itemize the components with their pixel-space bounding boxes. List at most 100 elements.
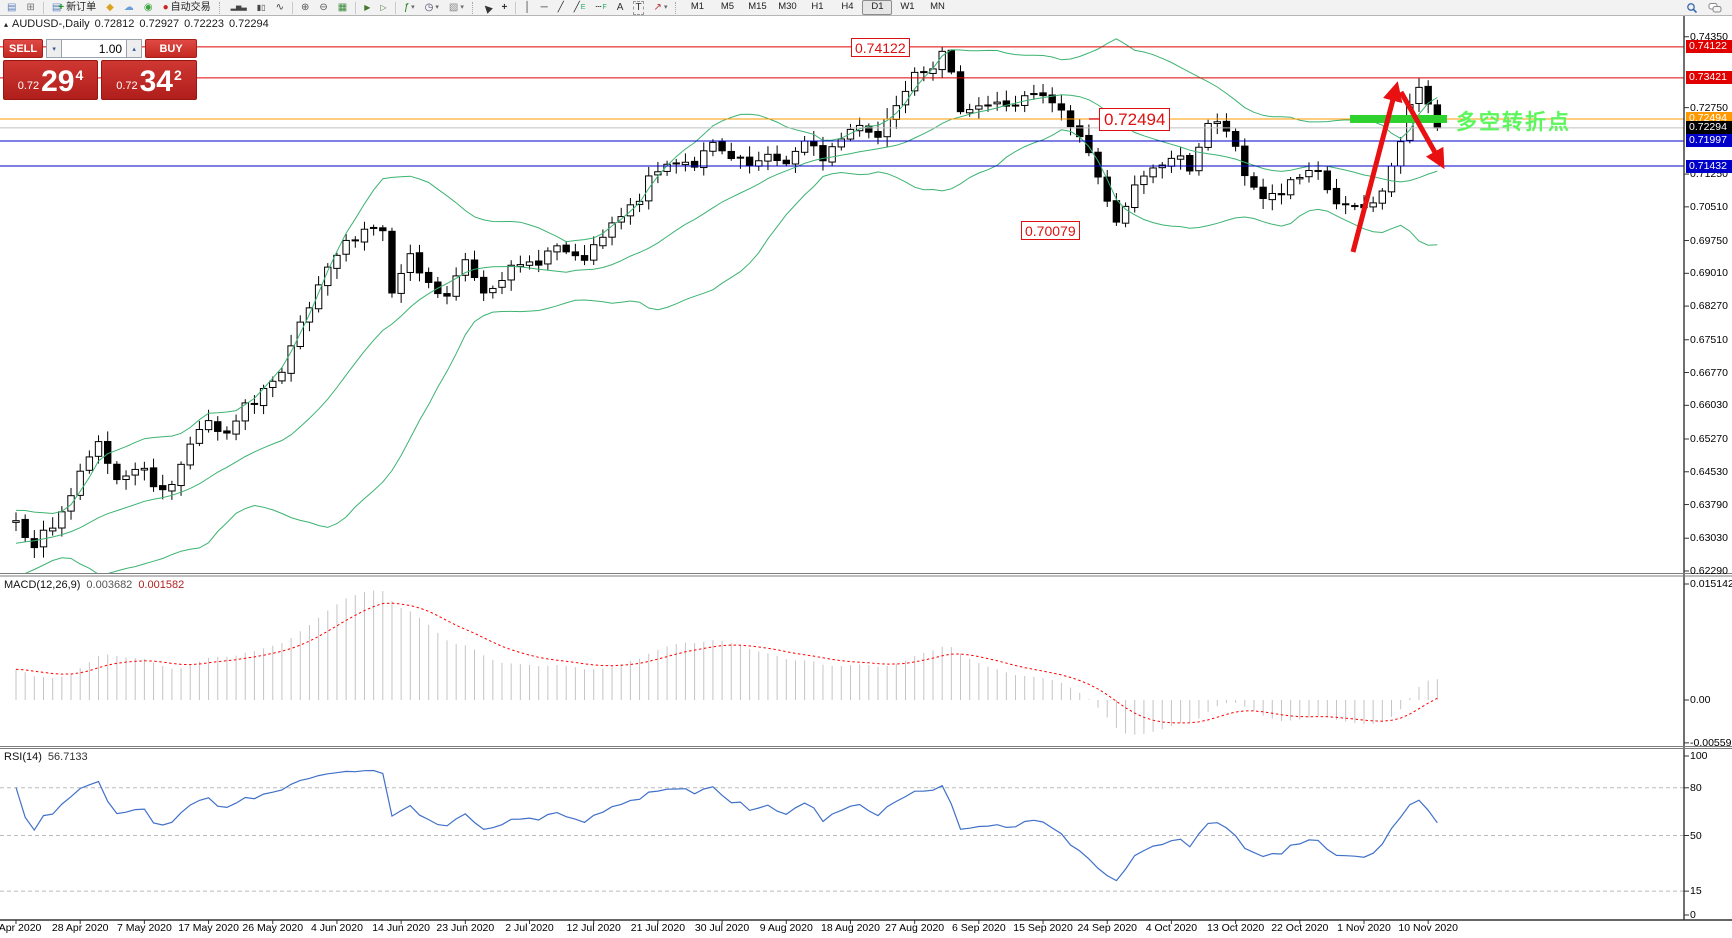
sell-price-pips: 29 (41, 65, 75, 98)
sell-price-display[interactable]: 0.72 29 4 (3, 60, 98, 100)
timeframe-button-M1[interactable]: M1 (690, 1, 705, 12)
ohlc-high: 0.72927 (139, 18, 180, 30)
indicators-button[interactable]: ƒ ▾ (400, 0, 419, 15)
trend-arrow[interactable] (1350, 81, 1403, 253)
price-pane (0, 38, 1684, 573)
separator (515, 1, 517, 14)
virtual-hosting-button[interactable]: ☁ (120, 0, 138, 15)
text-label-button[interactable]: T (629, 0, 647, 15)
timeframe-button-H1[interactable]: H1 (811, 1, 824, 12)
bar-chart-button[interactable]: ▂▅▃ (227, 0, 251, 15)
buy-button[interactable]: BUY (145, 39, 197, 58)
profiles-icon: ◆ (106, 1, 114, 13)
new-order-button[interactable]: ▤ + 新订单 (48, 0, 100, 15)
price-callout-pivot[interactable]: 0.72494 (1099, 108, 1171, 131)
rsi-pane (0, 769, 1684, 892)
crosshair-icon: + (501, 1, 508, 13)
auto-trading-stop-icon: ● (162, 1, 169, 13)
chart-title: ▴ AUDUSD-,Daily 0.72812 0.72927 0.72223 0.722… (4, 18, 274, 30)
text-tool-icon: A (616, 1, 624, 13)
volume-decrease-button[interactable]: ▾ (46, 39, 63, 58)
turning-point-bar[interactable] (1350, 114, 1447, 123)
data-window-button[interactable]: ⊞ (22, 0, 38, 15)
auto-scroll-button[interactable]: ▶ (360, 0, 374, 15)
rsi-indicator-label: RSI(14) 56.7133 (4, 751, 88, 763)
timeframe-button-MN[interactable]: MN (930, 1, 945, 12)
candlestick-chart-button[interactable]: ▮▯ (253, 0, 270, 15)
fibonacci-button[interactable]: ┄ F (591, 0, 610, 15)
toolbar-handle[interactable] (675, 1, 679, 14)
price-callout-low[interactable]: 0.70079 (1021, 221, 1080, 240)
macd-pane (15, 590, 1438, 735)
chevron-down-icon: ▾ (411, 4, 415, 11)
fibonacci-icon: ┄ (595, 1, 602, 13)
rsi-value: 56.7133 (47, 751, 88, 763)
zoom-in-button[interactable]: ⊕ (297, 0, 313, 15)
trend-arrow[interactable] (1398, 90, 1445, 170)
volume-increase-button[interactable]: ▴ (126, 39, 143, 58)
timeframe-button-M5[interactable]: M5 (720, 1, 735, 12)
chevron-down-icon: ▾ (663, 4, 668, 11)
window-button[interactable]: ▤ (3, 0, 20, 15)
plus-icon: + (58, 1, 65, 13)
buy-price-display[interactable]: 0.72 34 2 (101, 60, 197, 100)
templates-button[interactable]: ▧ ▾ (445, 0, 468, 15)
horizontal-line-icon: ─ (540, 1, 548, 13)
vertical-line-button[interactable]: │ (520, 0, 534, 15)
bar-chart-icon: ▂▅▃ (230, 3, 247, 11)
chart-shift-button[interactable]: ▷ (376, 0, 390, 15)
chart-frame (0, 16, 1732, 924)
toolbar: ▤ ⊞ ▤ + 新订单 ◆ ☁ ◉ ● 自动交易 ▂▅▃ ▮▯ ∿ ⊕ ⊖ ▦ … (0, 0, 1732, 16)
collapse-triangle-icon[interactable]: ▴ (4, 20, 9, 29)
volume-input[interactable] (62, 39, 127, 58)
tile-windows-button[interactable]: ▦ (334, 0, 351, 15)
chat-button[interactable] (1704, 0, 1726, 15)
vertical-line-icon: │ (524, 1, 531, 13)
ohlc-low: 0.72223 (184, 18, 224, 30)
toolbar-handle[interactable] (218, 1, 223, 14)
window-icon: ▤ (7, 1, 17, 13)
indicators-icon: ƒ (403, 1, 410, 13)
channel-button[interactable]: ╱ E (570, 0, 590, 15)
channel-sub-label: E (580, 4, 586, 11)
rsi-name: RSI(14) (4, 751, 42, 763)
search-icon (1687, 2, 1698, 13)
shapes-button[interactable]: ↗ ▾ (650, 0, 672, 15)
timeframe-button-W1[interactable]: W1 (900, 1, 915, 12)
auto-trading-button[interactable]: ● 自动交易 (159, 0, 215, 15)
sell-price-point: 4 (75, 67, 84, 83)
signals-button[interactable]: ◉ (140, 0, 157, 15)
turning-point-annotation[interactable]: 多空转折点 (1456, 111, 1571, 134)
price-callout-high[interactable]: 0.74122 (851, 38, 910, 57)
channel-icon: ╱ (573, 1, 580, 13)
cursor-button[interactable]: ▶ (480, 0, 496, 15)
crosshair-button[interactable]: + (498, 0, 512, 15)
data-window-icon: ⊞ (26, 1, 35, 13)
tile-windows-icon: ▦ (337, 1, 348, 13)
periods-button[interactable]: ◷ ▾ (421, 0, 443, 15)
template-icon: ▧ (448, 1, 459, 13)
sell-button[interactable]: SELL (3, 39, 44, 58)
profiles-button[interactable]: ◆ (102, 0, 118, 15)
chart-shift-icon: ▷ (380, 2, 387, 12)
horizontal-line-button[interactable]: ─ (537, 0, 552, 15)
auto-trading-label: 自动交易 (170, 2, 211, 13)
trendline-button[interactable]: ╱ (554, 0, 568, 15)
chevron-down-icon: ▾ (435, 4, 439, 11)
line-chart-button[interactable]: ∿ (272, 0, 288, 15)
chat-icon (1708, 2, 1722, 12)
separator (394, 1, 396, 14)
timeframe-button-M15[interactable]: M15 (748, 1, 767, 12)
toolbar-handle[interactable] (471, 1, 476, 14)
search-button[interactable] (1682, 0, 1702, 15)
timeframe-button-D1[interactable]: D1 (862, 0, 893, 15)
timeframe-button-M30[interactable]: M30 (778, 1, 797, 12)
macd-signal-value: 0.001582 (138, 579, 185, 591)
timeframe-button-H4[interactable]: H4 (841, 1, 854, 12)
text-tool-button[interactable]: A (613, 0, 628, 15)
new-order-label: 新订单 (66, 2, 97, 13)
zoom-out-button[interactable]: ⊖ (315, 0, 331, 15)
macd-name: MACD(12,26,9) (4, 579, 81, 591)
text-label-icon: T (633, 0, 644, 15)
